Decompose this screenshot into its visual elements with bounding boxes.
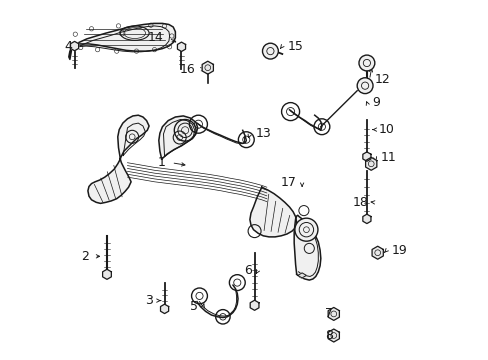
Polygon shape bbox=[102, 269, 111, 279]
Text: 4: 4 bbox=[64, 40, 72, 53]
Polygon shape bbox=[294, 215, 320, 280]
Polygon shape bbox=[159, 116, 197, 159]
Polygon shape bbox=[202, 61, 213, 74]
Polygon shape bbox=[118, 115, 149, 158]
Circle shape bbox=[358, 55, 374, 71]
Circle shape bbox=[262, 43, 278, 59]
Text: 15: 15 bbox=[287, 40, 303, 53]
Polygon shape bbox=[362, 152, 370, 161]
Text: 13: 13 bbox=[255, 127, 270, 140]
Text: 9: 9 bbox=[371, 96, 379, 109]
Text: 3: 3 bbox=[144, 294, 152, 307]
Text: 17: 17 bbox=[280, 176, 296, 189]
Polygon shape bbox=[69, 23, 175, 59]
Text: 18: 18 bbox=[352, 196, 368, 209]
Text: 5: 5 bbox=[189, 300, 197, 313]
Text: 11: 11 bbox=[380, 151, 395, 164]
Text: 2: 2 bbox=[81, 250, 89, 263]
Polygon shape bbox=[177, 42, 185, 51]
Polygon shape bbox=[327, 307, 339, 320]
Text: 16: 16 bbox=[180, 63, 196, 76]
Text: 1: 1 bbox=[158, 156, 166, 169]
Text: 14: 14 bbox=[147, 31, 163, 44]
Circle shape bbox=[356, 78, 372, 94]
Polygon shape bbox=[371, 246, 383, 259]
Text: 19: 19 bbox=[391, 244, 407, 257]
Polygon shape bbox=[365, 157, 376, 170]
Polygon shape bbox=[362, 214, 370, 224]
Polygon shape bbox=[327, 329, 339, 342]
Polygon shape bbox=[249, 187, 296, 237]
Circle shape bbox=[294, 218, 317, 241]
Text: 10: 10 bbox=[378, 123, 393, 136]
Text: 7: 7 bbox=[324, 307, 332, 320]
Text: 6: 6 bbox=[244, 264, 252, 277]
Polygon shape bbox=[297, 273, 306, 278]
Polygon shape bbox=[250, 300, 259, 310]
Polygon shape bbox=[70, 41, 79, 51]
Text: 12: 12 bbox=[374, 73, 390, 86]
Polygon shape bbox=[88, 159, 131, 203]
Polygon shape bbox=[160, 304, 168, 314]
Text: 8: 8 bbox=[324, 329, 332, 342]
